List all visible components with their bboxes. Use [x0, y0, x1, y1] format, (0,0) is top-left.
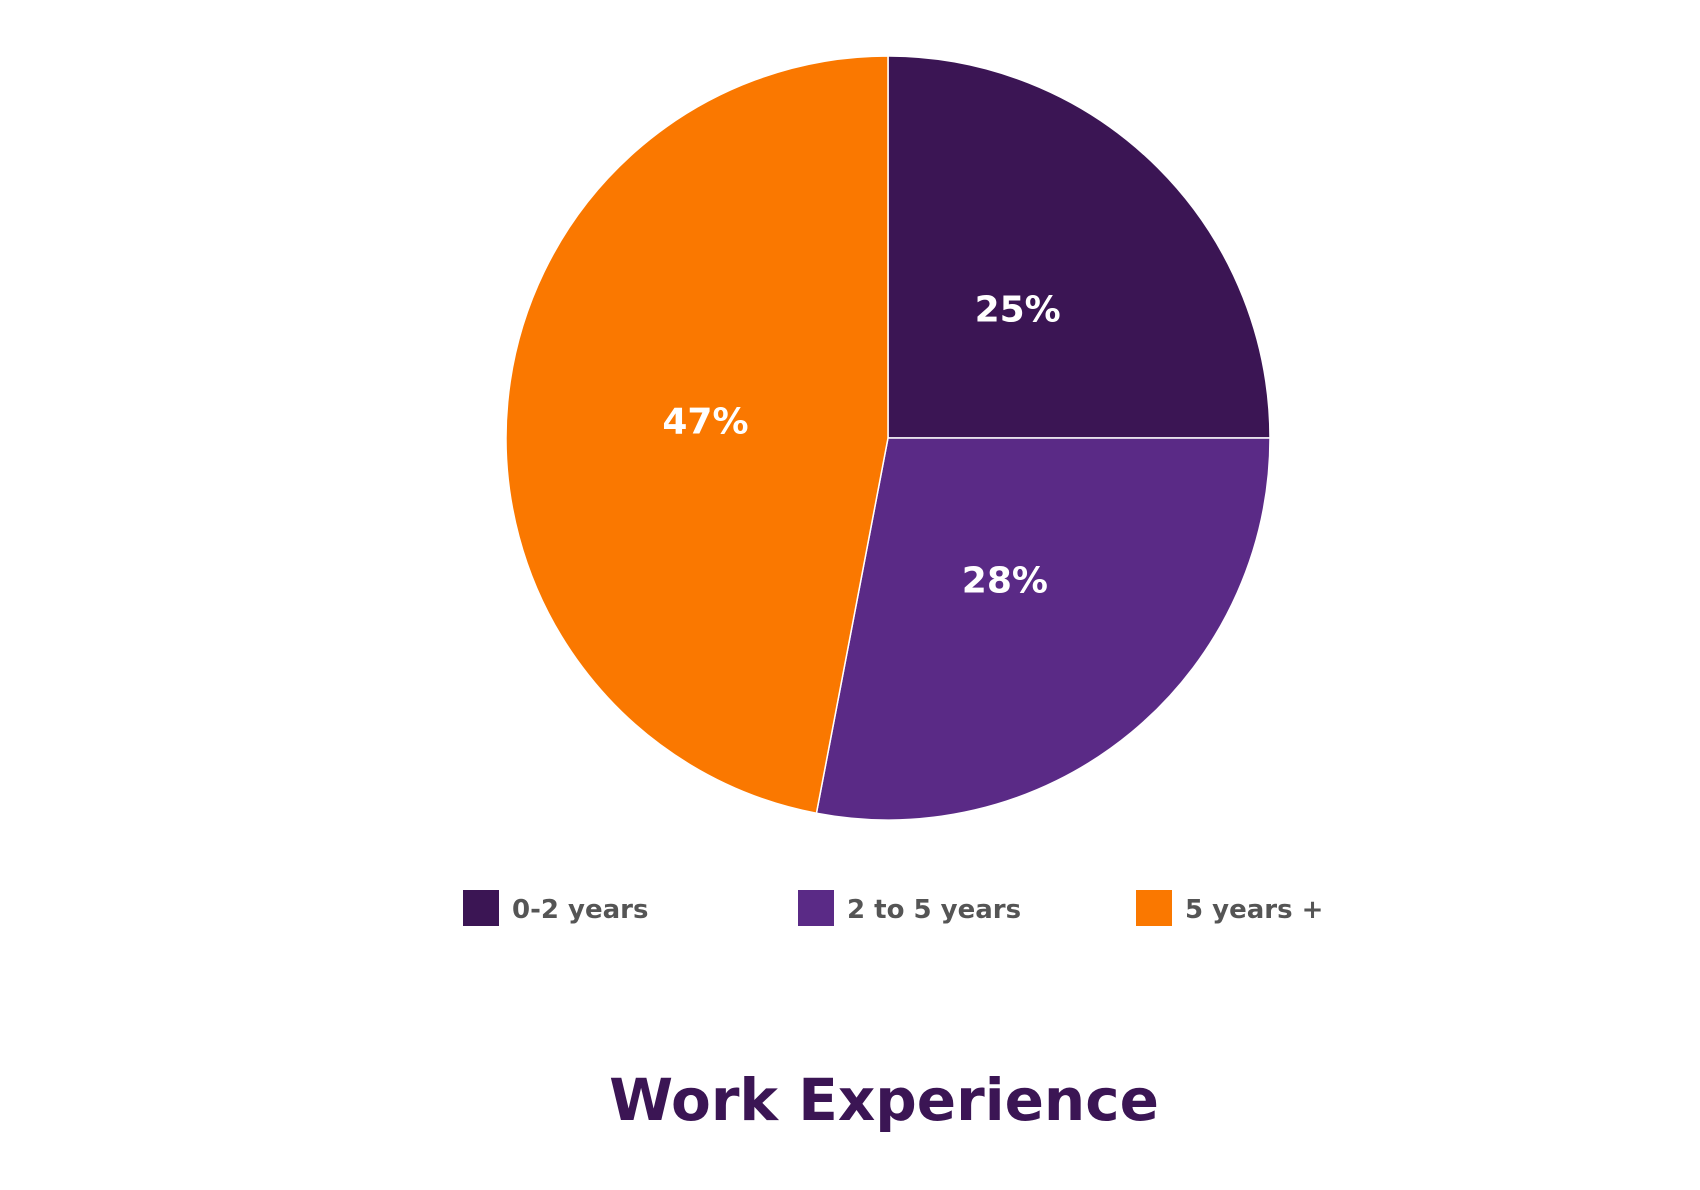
legend-swatch-2 — [798, 890, 834, 926]
chart-title: Work Experience — [609, 1066, 1159, 1134]
pie-slices — [505, 55, 1271, 821]
slice-value-label-2: 28% — [962, 560, 1048, 601]
pie-slice-2 — [815, 437, 1271, 821]
legend: 0-2 years 2 to 5 years 5 years + — [463, 890, 1323, 926]
slice-value-label-3: 47% — [662, 402, 748, 443]
pie-slice-3 — [505, 55, 889, 815]
pie-value-labels: 25% 28% 47% — [662, 289, 1060, 601]
legend-swatch-1 — [463, 890, 499, 926]
pie-slice-1 — [887, 55, 1271, 439]
slice-value-label-1: 25% — [975, 289, 1061, 330]
legend-label-3: 5 years + — [1185, 895, 1323, 925]
legend-label-1: 0-2 years — [512, 895, 648, 925]
legend-label-2: 2 to 5 years — [847, 895, 1021, 925]
legend-swatch-3 — [1136, 890, 1172, 926]
